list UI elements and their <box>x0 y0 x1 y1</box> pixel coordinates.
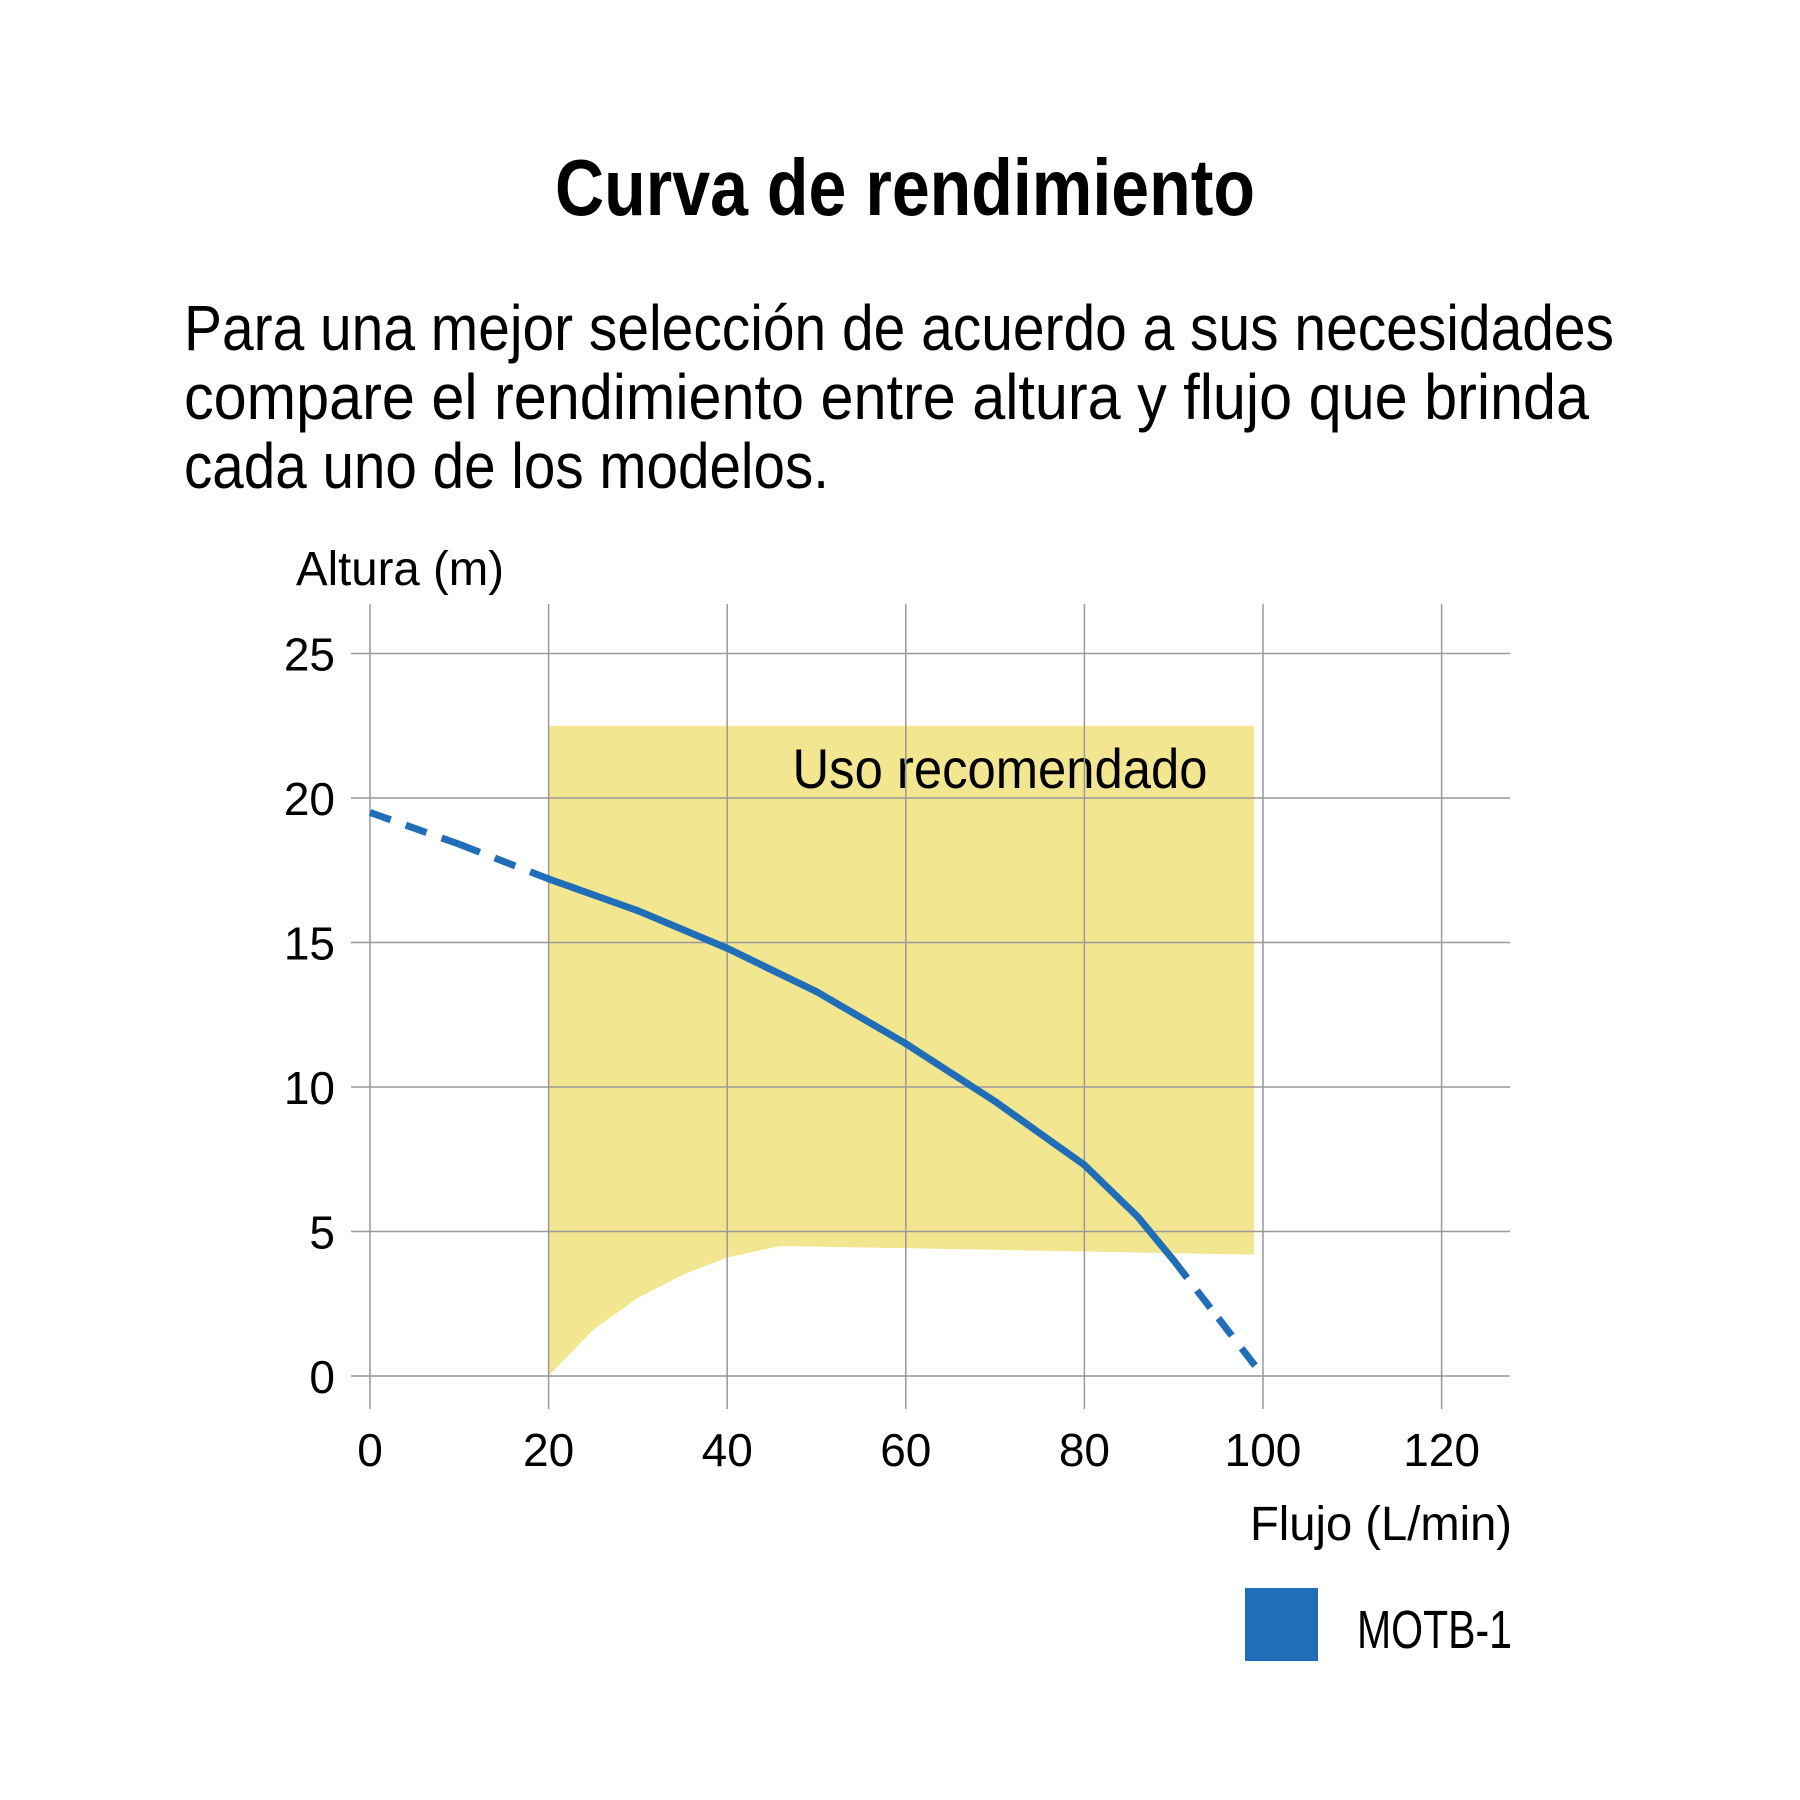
y-tick-label: 5 <box>309 1207 335 1259</box>
series-segment <box>902 1040 999 1105</box>
region-label: Uso recomendado <box>793 737 1208 800</box>
x-tick-label: 60 <box>880 1424 931 1476</box>
x-axis-label: Flujo (L/min) <box>1250 1498 1512 1551</box>
series-segment-dashed <box>1215 1316 1266 1379</box>
x-tick-label: 80 <box>1059 1424 1110 1476</box>
chart-title: Curva de rendimiento <box>555 143 1255 232</box>
x-tick-label: 0 <box>357 1424 383 1476</box>
y-axis-label: Altura (m) <box>296 543 504 596</box>
recommended-region <box>548 725 1255 1376</box>
series-segment <box>813 988 910 1048</box>
y-tick-label: 20 <box>284 773 335 825</box>
series-segment-dashed <box>458 840 550 883</box>
description-line-1: Para una mejor selección de acuerdo a su… <box>184 292 1614 364</box>
series-segment-dashed <box>368 809 461 848</box>
series-segment-dashed <box>1170 1258 1222 1321</box>
series-segment <box>723 944 820 996</box>
description-line-2: compare el rendimiento entre altura y fl… <box>184 361 1589 433</box>
series-segment <box>1080 1161 1142 1221</box>
series-segment <box>634 907 731 952</box>
y-tick-label: 25 <box>284 629 335 681</box>
x-tick-label: 40 <box>702 1424 753 1476</box>
x-tick-label: 20 <box>523 1424 574 1476</box>
series-segment <box>1134 1213 1178 1264</box>
y-tick-label: 15 <box>284 918 335 970</box>
series-segment <box>991 1097 1088 1169</box>
series-segment <box>545 875 642 915</box>
x-tick-label: 100 <box>1225 1424 1302 1476</box>
legend-label: MOTB-1 <box>1357 1600 1512 1660</box>
x-tick-label: 120 <box>1403 1424 1480 1476</box>
legend-swatch <box>1245 1588 1318 1661</box>
y-tick-label: 10 <box>284 1062 335 1114</box>
y-tick-label: 0 <box>309 1351 335 1403</box>
description-line-3: cada uno de los modelos. <box>184 430 829 502</box>
